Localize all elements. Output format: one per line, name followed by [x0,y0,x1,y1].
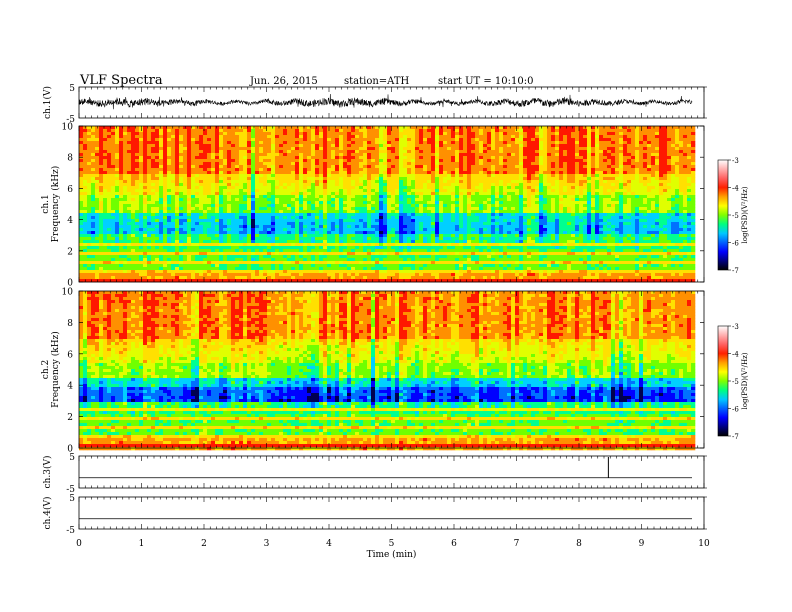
ytick-label: 0 [67,445,73,455]
spectrograms-layer [79,126,696,451]
xtick-label: 0 [76,539,82,549]
ylabel-frequency: Frequency (kHz) [50,166,61,243]
xtick-label: 7 [514,539,520,549]
colorbar-tick-label: -3 [732,157,739,165]
ytick-label: 10 [62,123,74,133]
ylabel-frequency: Frequency (kHz) [50,331,61,408]
start-time-label: start UT = 10:10:0 [438,76,534,87]
colorbar-ch1-spectrogram [717,159,729,271]
ytick-label: 2 [67,413,73,423]
xtick-label: 2 [201,539,207,549]
xtick-label: 9 [639,539,645,549]
spectrogram-ch1 [79,126,696,283]
ytick-label: 5 [69,84,75,94]
colorbar-tick-label: -4 [732,351,739,359]
xtick-label: 8 [576,539,582,549]
xtick-label: 10 [698,539,710,549]
ytick-label: 8 [67,154,73,164]
ylabel-ch4-waveform: ch.4(V) [42,497,53,530]
ytick-label: 8 [67,319,73,329]
ytick-label: -5 [66,526,75,536]
colorbar-tick-label: -7 [732,433,739,441]
colorbar-tick-label: -6 [732,240,739,248]
ytick-label: 10 [62,288,74,298]
colorbar-ch2-spectrogram [717,325,729,437]
xtick-label: 3 [264,539,270,549]
colorbar-tick-label: -4 [732,185,739,193]
ytick-label: 4 [67,382,73,392]
ytick-label: -5 [66,485,75,495]
colorbar-tick-label: -6 [732,406,739,414]
spectrogram-ch2 [79,291,696,451]
colorbar-label: log(PSD)(V²/Hz) [741,352,749,409]
colorbar-tick-label: -3 [732,323,739,331]
colorbar-tick-label: -5 [732,378,739,386]
ylabel-channel: ch.2 [41,360,51,379]
ytick-label: 6 [67,350,73,360]
ylabel-channel: ch.1 [41,194,51,213]
ytick-label: -5 [66,115,75,125]
xtick-label: 6 [451,539,457,549]
waveforms-layer [78,94,693,520]
xtick-label: 1 [139,539,145,549]
colorbar-tick-label: -5 [732,212,739,220]
labels-layer: 5-5ch.1(V)5-5ch.3(V)5-5ch.4(V)0246810ch.… [41,84,749,560]
colorbars-layer [717,159,731,437]
ylabel-ch3-waveform: ch.3(V) [42,456,53,489]
xtick-label: 4 [326,539,332,549]
ylabel-ch1-waveform: ch.1(V) [42,86,53,119]
colorbar-tick-label: -7 [732,267,739,275]
date-label: Jun. 26, 2015 [250,76,318,87]
axes-layer [78,86,707,530]
colorbar-label: log(PSD)(V²/Hz) [741,186,749,243]
ytick-label: 0 [67,279,73,289]
page-title: VLF Spectra [80,73,163,88]
ytick-label: 5 [69,453,75,463]
station-label: station=ATH [344,76,410,87]
ytick-label: 5 [69,494,75,504]
ch1-waveform-line [78,94,693,110]
xlabel: Time (min) [367,549,417,560]
ytick-label: 2 [67,247,73,257]
ytick-label: 6 [67,185,73,195]
xtick-label: 5 [389,539,395,549]
ytick-label: 4 [67,216,73,226]
